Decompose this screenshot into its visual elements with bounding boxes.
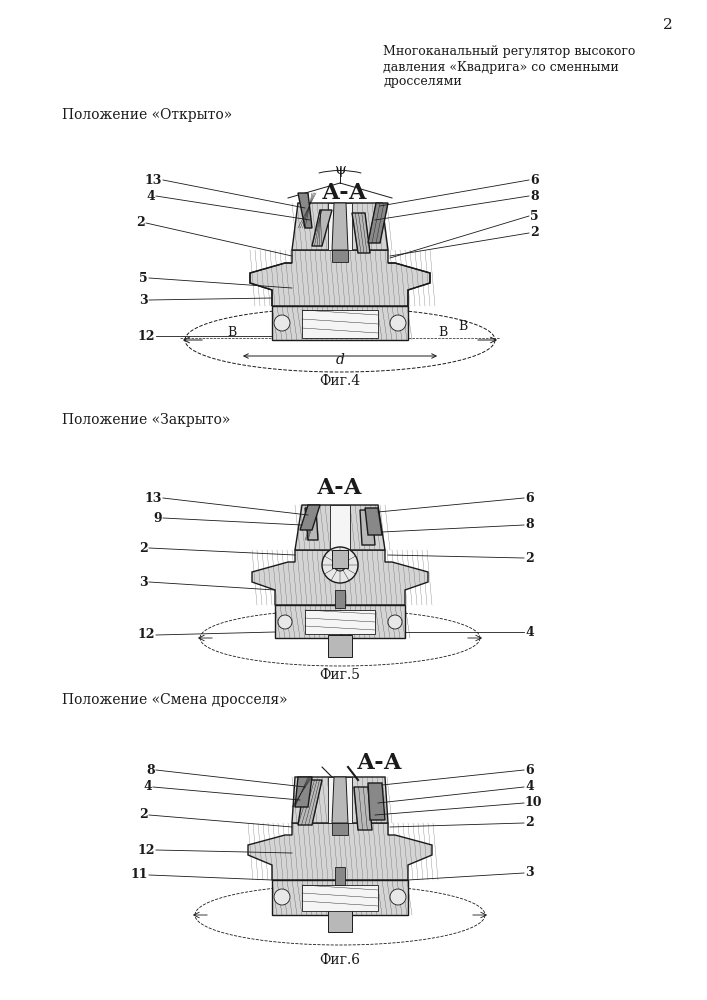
- Text: 2: 2: [525, 552, 534, 564]
- Polygon shape: [295, 505, 385, 550]
- Text: Многоканальный регулятор высокого: Многоканальный регулятор высокого: [383, 45, 636, 58]
- Text: Положение «Смена дросселя»: Положение «Смена дросселя»: [62, 693, 288, 707]
- Polygon shape: [354, 787, 372, 830]
- Polygon shape: [332, 777, 348, 823]
- Text: 9: 9: [153, 512, 162, 524]
- Text: 2: 2: [139, 808, 148, 822]
- Text: 5: 5: [530, 210, 539, 223]
- Text: 2: 2: [530, 227, 539, 239]
- Text: Фиг.4: Фиг.4: [320, 374, 361, 388]
- Text: d: d: [336, 353, 344, 367]
- Text: Положение «Закрыто»: Положение «Закрыто»: [62, 413, 230, 427]
- Polygon shape: [252, 550, 428, 605]
- Text: 2: 2: [139, 542, 148, 554]
- Text: 4: 4: [525, 626, 534, 639]
- Text: 12: 12: [137, 629, 155, 642]
- Text: 4: 4: [146, 190, 155, 202]
- Text: А-А: А-А: [357, 752, 403, 774]
- Circle shape: [390, 889, 406, 905]
- Text: 6: 6: [525, 491, 534, 504]
- Text: 8: 8: [525, 518, 534, 532]
- Text: ψ: ψ: [334, 163, 346, 177]
- Text: Положение «Открыто»: Положение «Открыто»: [62, 108, 233, 122]
- Polygon shape: [272, 306, 408, 340]
- Text: дросселями: дросселями: [383, 76, 462, 89]
- Circle shape: [390, 315, 406, 331]
- FancyBboxPatch shape: [332, 823, 348, 835]
- Polygon shape: [250, 250, 430, 306]
- Polygon shape: [312, 210, 332, 246]
- Circle shape: [274, 889, 290, 905]
- Text: 10: 10: [525, 796, 542, 810]
- FancyBboxPatch shape: [335, 867, 345, 885]
- Text: 8: 8: [146, 764, 155, 776]
- Polygon shape: [275, 605, 405, 638]
- Text: 3: 3: [139, 294, 148, 306]
- Polygon shape: [305, 508, 318, 540]
- FancyBboxPatch shape: [330, 505, 350, 550]
- Polygon shape: [292, 777, 388, 823]
- Circle shape: [278, 615, 292, 629]
- Polygon shape: [295, 777, 312, 807]
- Text: 6: 6: [530, 174, 539, 186]
- Text: Фиг.6: Фиг.6: [320, 953, 361, 967]
- Text: давления «Квадрига» со сменными: давления «Квадрига» со сменными: [383, 60, 619, 74]
- Polygon shape: [300, 505, 320, 530]
- Circle shape: [274, 315, 290, 331]
- Polygon shape: [272, 880, 408, 915]
- Polygon shape: [248, 823, 432, 880]
- Text: 3: 3: [525, 866, 534, 880]
- Polygon shape: [298, 193, 312, 228]
- Polygon shape: [332, 203, 348, 250]
- Circle shape: [334, 559, 346, 571]
- FancyBboxPatch shape: [328, 910, 352, 932]
- Text: 11: 11: [131, 868, 148, 882]
- Text: 13: 13: [145, 491, 162, 504]
- Polygon shape: [298, 780, 322, 825]
- Text: 2: 2: [136, 217, 145, 230]
- FancyBboxPatch shape: [335, 590, 345, 608]
- Polygon shape: [352, 213, 370, 253]
- Text: 12: 12: [137, 330, 155, 342]
- FancyBboxPatch shape: [302, 310, 378, 338]
- FancyBboxPatch shape: [328, 203, 352, 250]
- Text: 2: 2: [525, 816, 534, 830]
- Text: B: B: [228, 326, 237, 338]
- FancyBboxPatch shape: [332, 550, 348, 568]
- Polygon shape: [365, 508, 382, 535]
- Text: 4: 4: [144, 780, 152, 794]
- Text: 8: 8: [530, 190, 539, 202]
- Text: B: B: [439, 326, 448, 338]
- Text: 13: 13: [145, 174, 162, 186]
- Text: B: B: [458, 320, 467, 332]
- Text: 11: 11: [337, 626, 354, 639]
- Text: 12: 12: [137, 844, 155, 856]
- Text: А-А: А-А: [317, 477, 363, 499]
- FancyBboxPatch shape: [328, 635, 352, 657]
- FancyBboxPatch shape: [332, 250, 348, 262]
- Text: Фиг.5: Фиг.5: [320, 668, 361, 682]
- Text: 3: 3: [139, 576, 148, 588]
- Text: 4: 4: [525, 780, 534, 794]
- Circle shape: [322, 547, 358, 583]
- Text: А-А: А-А: [322, 182, 368, 204]
- Text: 5: 5: [139, 271, 148, 284]
- Circle shape: [388, 615, 402, 629]
- Polygon shape: [292, 203, 388, 250]
- Text: 2: 2: [663, 18, 673, 32]
- FancyBboxPatch shape: [302, 885, 378, 911]
- Polygon shape: [368, 203, 388, 243]
- FancyBboxPatch shape: [328, 777, 352, 823]
- Polygon shape: [360, 510, 375, 545]
- FancyBboxPatch shape: [305, 610, 375, 634]
- Text: 6: 6: [525, 764, 534, 776]
- Polygon shape: [368, 783, 385, 820]
